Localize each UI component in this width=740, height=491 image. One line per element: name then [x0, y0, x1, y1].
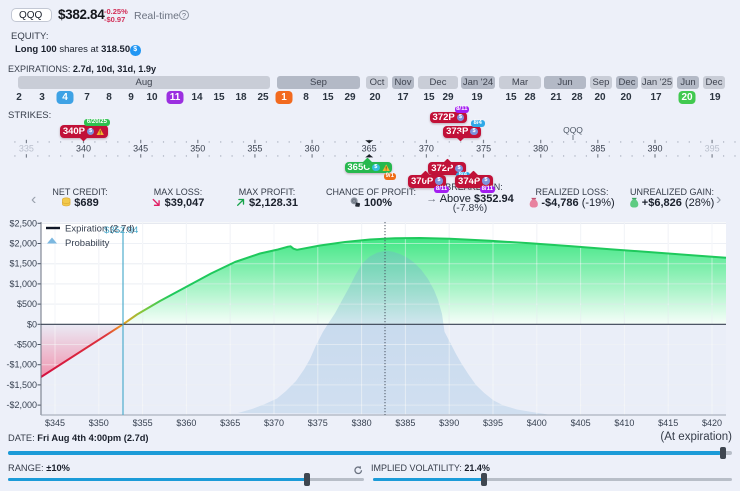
svg-text:$345: $345 — [45, 418, 65, 428]
svg-text:-$1,500: -$1,500 — [6, 380, 37, 390]
svg-text:$1,000: $1,000 — [9, 279, 37, 289]
svg-text:345: 345 — [133, 144, 148, 154]
svg-text:380: 380 — [533, 144, 548, 154]
svg-text:Probability: Probability — [65, 238, 110, 249]
svg-text:$2,500: $2,500 — [9, 218, 37, 228]
svg-text:$350: $350 — [89, 418, 109, 428]
svg-text:$385: $385 — [395, 418, 415, 428]
svg-text:340: 340 — [76, 144, 91, 154]
svg-text:$400: $400 — [527, 418, 547, 428]
svg-text:$375: $375 — [308, 418, 328, 428]
svg-text:$2,000: $2,000 — [9, 239, 37, 249]
svg-text:$415: $415 — [658, 418, 678, 428]
svg-text:385: 385 — [590, 144, 605, 154]
svg-text:$380: $380 — [352, 418, 372, 428]
svg-text:395: 395 — [705, 144, 720, 154]
svg-text:-$1,000: -$1,000 — [6, 360, 37, 370]
svg-text:QQQ: QQQ — [563, 125, 583, 135]
svg-text:$365: $365 — [220, 418, 240, 428]
svg-text:$395: $395 — [483, 418, 503, 428]
svg-text:$352.94: $352.94 — [104, 225, 138, 236]
svg-text:$370: $370 — [264, 418, 284, 428]
svg-text:$500: $500 — [17, 299, 37, 309]
svg-text:-$500: -$500 — [14, 340, 37, 350]
svg-text:$1,500: $1,500 — [9, 259, 37, 269]
svg-text:355: 355 — [247, 144, 262, 154]
svg-text:$0: $0 — [27, 319, 37, 329]
svg-text:360: 360 — [305, 144, 320, 154]
svg-text:$355: $355 — [133, 418, 153, 428]
svg-text:375: 375 — [476, 144, 491, 154]
svg-text:370: 370 — [419, 144, 434, 154]
svg-text:$420: $420 — [702, 418, 722, 428]
svg-text:Expiration (2.7d): Expiration (2.7d) — [65, 224, 135, 235]
svg-text:$410: $410 — [614, 418, 634, 428]
svg-text:$390: $390 — [439, 418, 459, 428]
svg-text:350: 350 — [190, 144, 205, 154]
svg-text:365: 365 — [362, 144, 377, 154]
svg-text:$360: $360 — [176, 418, 196, 428]
svg-text:-$2,000: -$2,000 — [6, 400, 37, 410]
svg-text:390: 390 — [647, 144, 662, 154]
svg-text:335: 335 — [19, 144, 34, 154]
svg-text:$405: $405 — [571, 418, 591, 428]
